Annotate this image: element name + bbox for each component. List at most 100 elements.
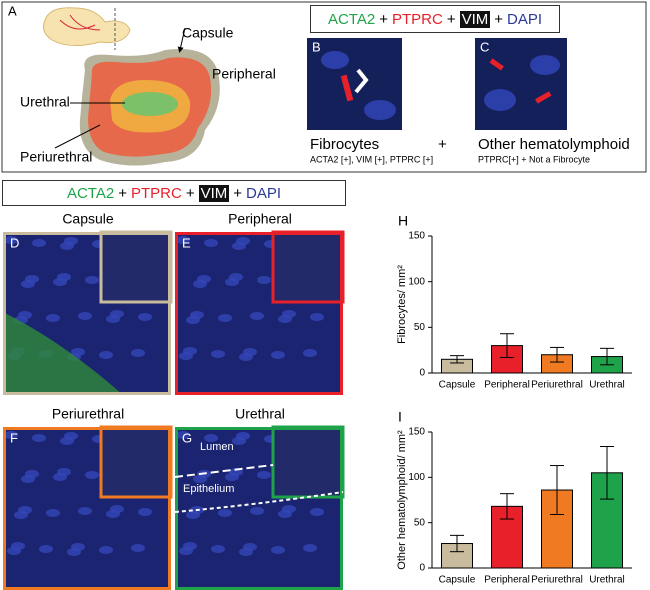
nucleus <box>78 507 92 515</box>
panel-letter: E <box>182 235 191 250</box>
x-tick-label: Capsule <box>439 575 476 586</box>
panel-letter: A <box>8 3 17 18</box>
region-label: Peripheral <box>212 66 276 82</box>
nucleus <box>179 352 193 360</box>
x-tick-label: Urethral <box>589 380 625 391</box>
nucleus <box>186 316 200 324</box>
legend-joiner: + <box>379 10 388 28</box>
nucleus <box>278 510 292 518</box>
y-tick-label: 0 <box>419 368 425 379</box>
panel-letter: I <box>398 409 402 425</box>
legend-joiner: + <box>494 10 504 28</box>
stain-legend: ACTA2 + PTPRC + VIM + DAPI <box>310 5 560 33</box>
boundary <box>174 491 344 513</box>
micro-frame <box>3 427 171 590</box>
gland-icon <box>43 7 131 50</box>
legend-stain: PTPRC <box>391 10 443 28</box>
stroma <box>3 312 123 395</box>
nucleus <box>60 242 74 250</box>
micro-title: Urethral <box>235 406 285 422</box>
nucleus <box>193 280 207 288</box>
nucleus <box>186 511 200 519</box>
micro-title: Peripheral <box>228 211 292 227</box>
y-tick-label: 0 <box>419 563 425 574</box>
region-label: Periurethral <box>20 149 92 165</box>
prostate-illustration <box>54 27 220 166</box>
nucleus <box>204 434 218 442</box>
nucleus <box>271 351 285 359</box>
nucleus <box>193 475 207 483</box>
nucleus <box>310 508 324 516</box>
x-tick-label: Capsule <box>439 380 476 391</box>
nucleus <box>225 278 239 286</box>
bar <box>491 345 523 374</box>
micrograph-c <box>475 38 567 130</box>
region-label: Capsule <box>182 25 234 41</box>
panel-a-frame <box>1 1 647 173</box>
micro-label: Epithelium <box>183 483 234 495</box>
micrograph-b <box>307 38 402 130</box>
y-tick-label: 100 <box>408 472 425 483</box>
legend-stain: DAPI <box>507 10 543 28</box>
nucleus <box>7 547 21 555</box>
nucleus <box>232 437 246 445</box>
legend-joiner: + <box>118 184 127 202</box>
inset <box>271 230 345 304</box>
panel-letter: D <box>10 235 19 250</box>
x-tick-label: Peripheral <box>484 575 530 586</box>
nucleus <box>250 507 264 515</box>
nucleus <box>211 545 225 553</box>
nucleus <box>106 510 120 518</box>
y-tick-label: 50 <box>414 322 426 333</box>
panel-letter: H <box>398 213 408 229</box>
nucleus <box>176 431 190 439</box>
micro-frame <box>3 232 171 395</box>
nucleus <box>211 350 225 358</box>
nucleus <box>218 314 232 322</box>
nucleus <box>39 545 53 553</box>
nucleus <box>257 471 271 479</box>
nucleus <box>138 508 152 516</box>
nucleus <box>239 548 253 556</box>
legend-stain: PTPRC <box>130 184 182 202</box>
nucleus <box>85 471 99 479</box>
nucleus <box>53 473 67 481</box>
y-axis-label: Fibrocytes/ mm² <box>396 265 408 344</box>
nucleus <box>4 431 18 439</box>
nucleus <box>250 312 264 320</box>
y-tick-label: 50 <box>414 517 426 528</box>
nucleus <box>46 314 60 322</box>
nucleus <box>78 312 92 320</box>
nucleus <box>21 280 35 288</box>
y-tick-label: 100 <box>408 276 425 287</box>
charts: H Fibrocytes/ mm² 0 50 100 150 Capsule Peripher… <box>396 213 632 586</box>
caption-sub: ACTA2 [+], VIM [+], PTPRC [+] <box>310 154 433 164</box>
nucleus <box>257 276 271 284</box>
boundary <box>174 464 274 478</box>
micro-title: Capsule <box>62 211 114 227</box>
nucleus <box>4 236 18 244</box>
panel-letter: F <box>10 430 18 445</box>
legend-stain: ACTA2 <box>327 10 376 28</box>
caption: Other hematolymphoid <box>478 136 630 153</box>
legend-stain: VIM <box>198 184 230 202</box>
region-label: Urethral <box>20 94 70 110</box>
nucleus <box>271 546 285 554</box>
nucleus <box>32 434 46 442</box>
caption: Fibrocytes <box>310 136 379 153</box>
nucleus <box>99 546 113 554</box>
legend-stain: DAPI <box>246 184 282 202</box>
legend-joiner: + <box>185 184 195 202</box>
micro-label: Lumen <box>200 441 234 453</box>
nucleus <box>106 315 120 323</box>
inset <box>99 230 173 304</box>
micrographs: Capsule D Peripheral E Periurethral F Urethral… <box>3 211 345 590</box>
y-tick-label: 150 <box>408 427 425 438</box>
inset <box>99 425 173 499</box>
nucleus <box>85 276 99 284</box>
nucleus <box>310 313 324 321</box>
nucleus <box>53 278 67 286</box>
caption-sub: PTPRC[+] + Not a Fibrocyte <box>478 154 590 164</box>
